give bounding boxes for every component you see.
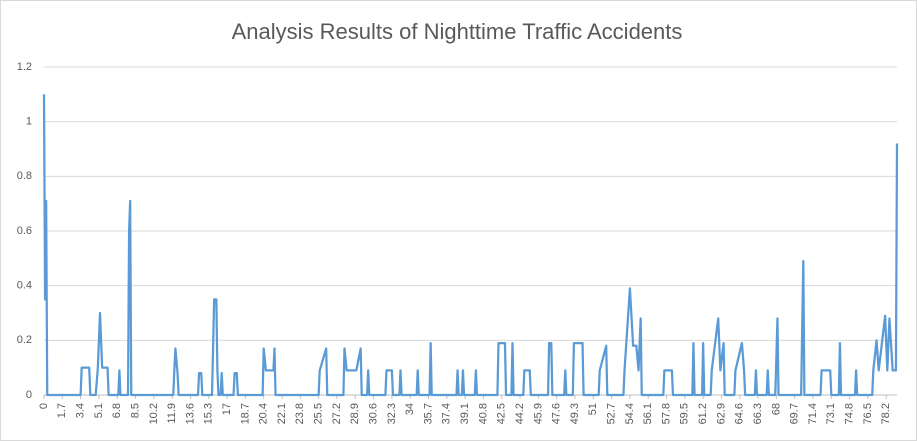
x-tick-label: 76.5 xyxy=(862,403,874,424)
x-tick-label: 5.1 xyxy=(93,403,105,418)
x-tick-label: 35.7 xyxy=(422,403,434,424)
x-tick-label: 45.9 xyxy=(532,403,544,424)
chart-title: Analysis Results of Nighttime Traffic Ac… xyxy=(232,19,683,44)
x-tick-label: 69.7 xyxy=(789,403,801,424)
x-tick-label: 59.5 xyxy=(679,403,691,424)
y-tick-label: 1.2 xyxy=(17,61,32,73)
x-tick-label: 28.9 xyxy=(349,403,361,424)
y-tick-label: 0.4 xyxy=(17,280,32,292)
y-tick-label: 0.6 xyxy=(17,225,32,237)
x-tick-label: 17 xyxy=(221,403,233,415)
x-tick-label: 73.1 xyxy=(825,403,837,424)
x-tick-label: 37.4 xyxy=(441,403,453,424)
x-tick-label: 62.9 xyxy=(715,403,727,424)
x-tick-label: 25.5 xyxy=(313,403,325,424)
x-tick-label: 30.6 xyxy=(367,403,379,424)
x-tick-label: 51 xyxy=(587,403,599,415)
x-tick-label: 6.8 xyxy=(111,403,123,418)
x-tick-label: 20.4 xyxy=(258,403,270,424)
x-tick-label: 15.3 xyxy=(203,403,215,424)
x-tick-label: 39.1 xyxy=(459,403,471,424)
x-tick-label: 64.6 xyxy=(734,403,746,424)
x-tick-label: 22.1 xyxy=(276,403,288,424)
x-tick-label: 56.1 xyxy=(642,403,654,424)
x-tick-label: 34 xyxy=(404,403,416,415)
x-tick-label: 61.2 xyxy=(697,403,709,424)
x-tick-label: 27.2 xyxy=(331,403,343,424)
x-tick-label: 23.8 xyxy=(294,403,306,424)
y-tick-label: 1 xyxy=(26,116,32,128)
x-tick-label: 44.2 xyxy=(514,403,526,424)
x-tick-label: 57.8 xyxy=(660,403,672,424)
x-tick-label: 78.2 xyxy=(880,403,892,424)
x-tick-label: 68 xyxy=(770,403,782,415)
x-tick-label: 66.3 xyxy=(752,403,764,424)
x-tick-label: 3.4 xyxy=(75,403,87,418)
x-tick-label: 54.4 xyxy=(624,403,636,424)
x-tick-label: 1.7 xyxy=(56,403,68,418)
x-tick-label: 32.3 xyxy=(386,403,398,424)
x-tick-label: 18.7 xyxy=(239,403,251,424)
x-tick-label: 42.5 xyxy=(496,403,508,424)
x-tick-label: 49.3 xyxy=(569,403,581,424)
x-tick-label: 52.7 xyxy=(605,403,617,424)
x-tick-label: 0 xyxy=(38,403,50,409)
data-line xyxy=(42,94,899,397)
y-tick-label: 0 xyxy=(26,389,32,401)
x-tick-label: 47.6 xyxy=(551,403,563,424)
x-tick-label: 8.5 xyxy=(129,403,141,418)
x-tick-label: 10.2 xyxy=(148,403,160,424)
y-tick-label: 0.2 xyxy=(17,334,32,346)
x-tick-label: 11.9 xyxy=(166,403,178,424)
y-tick-label: 0.8 xyxy=(17,170,32,182)
x-tick-label: 13.6 xyxy=(184,403,196,424)
x-tick-label: 40.8 xyxy=(477,403,489,424)
x-tick-label: 71.4 xyxy=(807,403,819,424)
x-tick-label: 74.8 xyxy=(844,403,856,424)
